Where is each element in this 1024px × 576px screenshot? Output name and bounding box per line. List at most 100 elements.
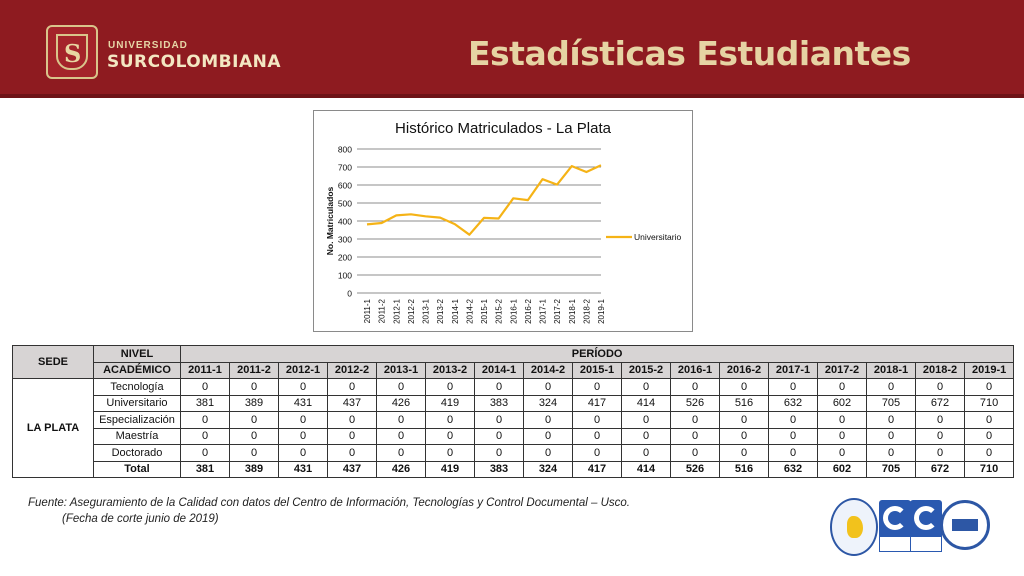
value-cell: 0	[425, 427, 475, 445]
period-header: 2017-2	[817, 361, 867, 379]
value-cell: 0	[229, 411, 279, 429]
value-cell: 0	[572, 411, 622, 429]
total-value-cell: 417	[572, 460, 622, 478]
x-tick-label: 2013-2	[436, 298, 445, 323]
value-cell: 0	[670, 427, 720, 445]
x-tick-label: 2019-1	[597, 298, 606, 323]
table-row: Especialización 0 0 0 0 0 0 0 0 0 0 0 0 0 0 0 0 0	[13, 411, 1015, 429]
level-cell: Tecnología	[93, 378, 181, 396]
value-cell: 672	[915, 394, 965, 412]
total-value-cell: 324	[523, 460, 573, 478]
enrollment-table: SEDE NIVEL PERÍODO ACADÉMICO 2011-1 2011-…	[12, 345, 1015, 478]
value-cell: 0	[278, 411, 328, 429]
value-cell: 324	[523, 394, 573, 412]
value-cell: 0	[425, 444, 475, 462]
value-cell: 0	[768, 411, 818, 429]
value-cell: 632	[768, 394, 818, 412]
x-tick-label: 2016-2	[524, 298, 533, 323]
institution-name-line1: UNIVERSIDAD	[108, 40, 188, 51]
total-label-cell: Total	[93, 460, 181, 478]
total-value-cell: 710	[963, 460, 1015, 478]
value-cell: 0	[376, 427, 426, 445]
value-cell: 0	[719, 378, 769, 396]
value-cell: 0	[915, 427, 965, 445]
value-cell: 0	[670, 444, 720, 462]
value-cell: 0	[768, 427, 818, 445]
total-value-cell: 414	[621, 460, 671, 478]
value-cell: 0	[278, 378, 328, 396]
value-cell: 419	[425, 394, 475, 412]
y-axis-label: No. Matriculados	[325, 186, 335, 255]
y-tick-label: 500	[338, 199, 352, 209]
colombia-map-icon	[847, 516, 863, 538]
source-note: Fuente: Aseguramiento de la Calidad con …	[28, 497, 630, 509]
value-cell: 0	[229, 378, 279, 396]
period-header: 2015-1	[572, 361, 622, 379]
total-value-cell: 602	[817, 460, 867, 478]
y-tick-label: 400	[338, 217, 352, 227]
value-cell: 0	[963, 427, 1015, 445]
period-header: 2012-1	[278, 361, 328, 379]
iqnet-seal-icon	[940, 500, 990, 550]
y-tick-label: 700	[338, 163, 352, 173]
value-cell: 0	[670, 378, 720, 396]
value-cell: 437	[327, 394, 377, 412]
level-cell: Doctorado	[93, 444, 181, 462]
table-row: Universitario 381 389 431 437 426 419 383 324 417…	[13, 394, 1015, 412]
x-tick-label: 2012-1	[392, 298, 401, 323]
icontec-c-icon	[883, 506, 907, 530]
line-chart: Histórico Matriculados - La Plata 0 100 200…	[325, 120, 682, 324]
value-cell: 0	[474, 427, 524, 445]
value-cell: 0	[866, 378, 916, 396]
total-value-cell: 672	[915, 460, 965, 478]
total-value-cell: 419	[425, 460, 475, 478]
period-header-row: ACADÉMICO 2011-1 2011-2 2012-1 2012-2 2013-1…	[13, 361, 1015, 379]
total-value-cell: 437	[327, 460, 377, 478]
level-cell: Maestría	[93, 427, 181, 445]
header-bar: S UNIVERSIDAD SURCOLOMBIANA Estadísticas…	[0, 0, 1024, 98]
total-value-cell: 389	[229, 460, 279, 478]
header-periodo: PERÍODO	[179, 345, 1015, 363]
value-cell: 0	[963, 411, 1015, 429]
x-tick-label: 2015-2	[495, 298, 504, 323]
value-cell: 0	[915, 444, 965, 462]
total-value-cell: 426	[376, 460, 426, 478]
value-cell: 0	[621, 427, 671, 445]
value-cell: 0	[376, 378, 426, 396]
value-cell: 0	[621, 378, 671, 396]
total-row: Total 381 389 431 437 426 419 383 324 417 414 526 51…	[13, 460, 1015, 478]
chart-container: Histórico Matriculados - La Plata 0 100 200…	[313, 110, 693, 332]
value-cell: 0	[817, 411, 867, 429]
value-cell: 0	[180, 411, 230, 429]
total-value-cell: 381	[180, 460, 230, 478]
value-cell: 0	[327, 427, 377, 445]
period-header: 2011-2	[229, 361, 279, 379]
value-cell: 0	[523, 411, 573, 429]
value-cell: 0	[180, 444, 230, 462]
logo-shield-icon: S	[56, 34, 88, 70]
value-cell: 0	[327, 444, 377, 462]
value-cell: 0	[180, 378, 230, 396]
period-header: 2016-2	[719, 361, 769, 379]
value-cell: 414	[621, 394, 671, 412]
enrollment-table-container: SEDE NIVEL PERÍODO ACADÉMICO 2011-1 2011-…	[12, 345, 1015, 478]
x-tick-label: 2018-2	[582, 298, 591, 323]
value-cell: 0	[817, 427, 867, 445]
value-cell: 0	[229, 444, 279, 462]
value-cell: 0	[866, 411, 916, 429]
icontec-c-icon	[914, 506, 938, 530]
x-tick-label: 2015-1	[480, 298, 489, 323]
header-nivel-line1: NIVEL	[93, 345, 181, 363]
iqnet-band-icon	[952, 519, 978, 531]
value-cell: 0	[963, 444, 1015, 462]
period-header: 2012-2	[327, 361, 377, 379]
value-cell: 602	[817, 394, 867, 412]
value-cell: 431	[278, 394, 328, 412]
period-header: 2011-1	[180, 361, 230, 379]
value-cell: 383	[474, 394, 524, 412]
value-cell: 0	[572, 378, 622, 396]
y-tick-label: 100	[338, 271, 352, 281]
value-cell: 0	[425, 411, 475, 429]
university-logo: S	[46, 25, 98, 79]
sede-cell: LA PLATA	[12, 378, 94, 478]
